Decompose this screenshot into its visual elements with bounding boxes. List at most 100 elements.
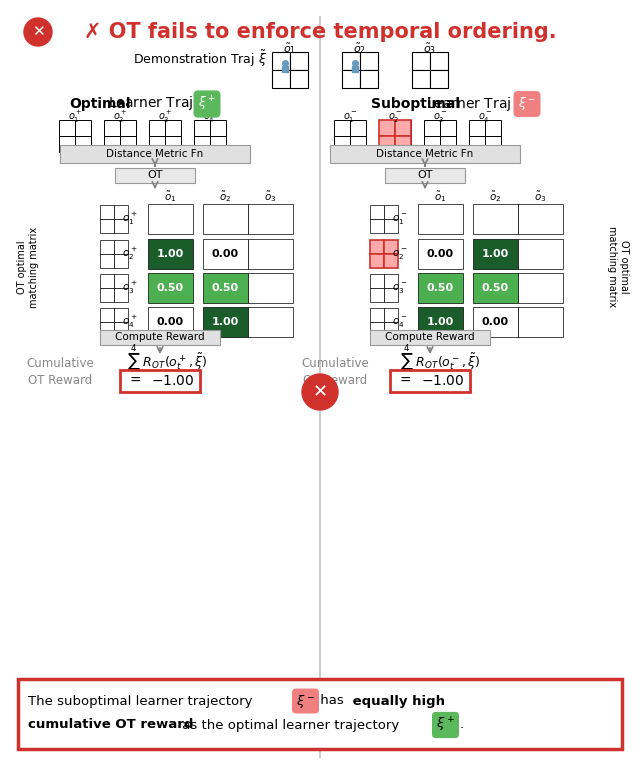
Bar — [100, 274, 114, 288]
Bar — [395, 136, 411, 152]
Circle shape — [302, 374, 338, 410]
Text: equally high: equally high — [348, 695, 445, 708]
FancyBboxPatch shape — [115, 168, 195, 183]
Bar — [100, 240, 114, 254]
Text: 1.00: 1.00 — [426, 317, 454, 327]
Bar — [100, 219, 114, 233]
Text: $\sum_{t=1}^{4} R_{OT}(o_t^+, \tilde{\xi})$: $\sum_{t=1}^{4} R_{OT}(o_t^+, \tilde{\xi… — [123, 342, 207, 382]
Bar — [384, 308, 398, 322]
Text: 0.00: 0.00 — [156, 317, 184, 327]
Bar — [248, 239, 293, 269]
Bar — [418, 204, 463, 234]
Bar — [120, 136, 136, 152]
Bar — [342, 70, 360, 88]
Text: $\sum_{t=1}^{4} R_{OT}(o_t^-, \tilde{\xi})$: $\sum_{t=1}^{4} R_{OT}(o_t^-, \tilde{\xi… — [396, 342, 480, 382]
Text: $o_1^+$: $o_1^+$ — [122, 211, 138, 227]
Text: 0.50: 0.50 — [481, 283, 509, 293]
Text: Demonstration Traj $\tilde{\xi}$: Demonstration Traj $\tilde{\xi}$ — [133, 49, 267, 69]
Text: $\tilde{o}_1$: $\tilde{o}_1$ — [434, 190, 446, 204]
Text: 0.50: 0.50 — [426, 283, 454, 293]
Bar — [360, 52, 378, 70]
Bar — [100, 288, 114, 302]
Bar — [114, 240, 128, 254]
Bar — [518, 204, 563, 234]
FancyBboxPatch shape — [60, 145, 250, 163]
Bar — [418, 273, 463, 303]
Bar — [203, 273, 248, 303]
Text: $o_1^-$: $o_1^-$ — [342, 110, 357, 124]
Text: $o_2^-$: $o_2^-$ — [392, 247, 408, 261]
Bar — [148, 273, 193, 303]
Text: $o_2^-$: $o_2^-$ — [388, 110, 403, 124]
Bar — [59, 136, 75, 152]
Bar — [210, 120, 226, 136]
Bar — [379, 136, 395, 152]
Text: $\tilde{o}_1$: $\tilde{o}_1$ — [164, 190, 176, 204]
Bar — [473, 273, 518, 303]
Bar — [370, 322, 384, 336]
FancyBboxPatch shape — [18, 679, 622, 749]
Text: Optimal: Optimal — [69, 97, 131, 111]
Bar — [114, 322, 128, 336]
Text: $\tilde{o}_2$: $\tilde{o}_2$ — [353, 41, 367, 57]
Bar — [485, 120, 501, 136]
Text: as the optimal learner trajectory: as the optimal learner trajectory — [178, 719, 399, 731]
Text: ✗ OT fails to enforce temporal ordering.: ✗ OT fails to enforce temporal ordering. — [84, 22, 556, 42]
Bar — [272, 52, 290, 70]
Text: $o_1^-$: $o_1^-$ — [392, 212, 408, 226]
Bar — [114, 288, 128, 302]
Text: $o_3^-$: $o_3^-$ — [433, 110, 447, 124]
Text: $\xi^+$: $\xi^+$ — [436, 716, 455, 734]
Text: $\xi^-$: $\xi^-$ — [296, 692, 315, 709]
Bar — [370, 205, 384, 219]
Bar — [100, 322, 114, 336]
Text: $-1.00$: $-1.00$ — [151, 374, 195, 388]
Bar — [469, 136, 485, 152]
FancyBboxPatch shape — [385, 168, 465, 183]
Text: cumulative OT reward: cumulative OT reward — [28, 719, 193, 731]
Bar — [290, 70, 308, 88]
FancyBboxPatch shape — [100, 330, 220, 345]
Bar — [194, 136, 210, 152]
Bar — [75, 136, 91, 152]
Text: $o_4^-$: $o_4^-$ — [477, 110, 492, 124]
Text: $-1.00$: $-1.00$ — [421, 374, 465, 388]
Bar — [518, 239, 563, 269]
Text: =: = — [129, 374, 141, 388]
Bar — [360, 70, 378, 88]
Bar — [440, 120, 456, 136]
Bar — [412, 52, 430, 70]
Bar — [100, 205, 114, 219]
Bar — [148, 204, 193, 234]
Text: Distance Metric Fn: Distance Metric Fn — [376, 149, 474, 159]
Bar — [395, 120, 411, 136]
Bar — [248, 273, 293, 303]
Text: 1.00: 1.00 — [211, 317, 239, 327]
Circle shape — [24, 18, 52, 46]
Text: Cumulative
OT Reward: Cumulative OT Reward — [26, 357, 94, 387]
Text: Compute Reward: Compute Reward — [115, 333, 205, 343]
FancyBboxPatch shape — [370, 330, 490, 345]
Text: $\tilde{o}_2$: $\tilde{o}_2$ — [219, 190, 231, 204]
Bar — [59, 120, 75, 136]
Text: 0.50: 0.50 — [156, 283, 184, 293]
Bar — [334, 120, 350, 136]
Text: $\tilde{o}_3$: $\tilde{o}_3$ — [264, 190, 276, 204]
Bar — [473, 239, 518, 269]
Text: $o_3^+$: $o_3^+$ — [157, 109, 172, 125]
Bar — [418, 239, 463, 269]
Bar — [290, 52, 308, 70]
Bar — [395, 120, 411, 136]
Bar — [424, 120, 440, 136]
Bar — [412, 70, 430, 88]
Bar — [165, 136, 181, 152]
Bar — [424, 136, 440, 152]
Bar — [114, 274, 128, 288]
Bar — [370, 240, 384, 254]
Text: $o_2^+$: $o_2^+$ — [122, 246, 138, 262]
Bar — [165, 120, 181, 136]
Text: OT: OT — [417, 170, 433, 180]
Bar — [104, 120, 120, 136]
Text: OT optimal
matching matrix: OT optimal matching matrix — [607, 226, 628, 308]
Bar — [469, 120, 485, 136]
